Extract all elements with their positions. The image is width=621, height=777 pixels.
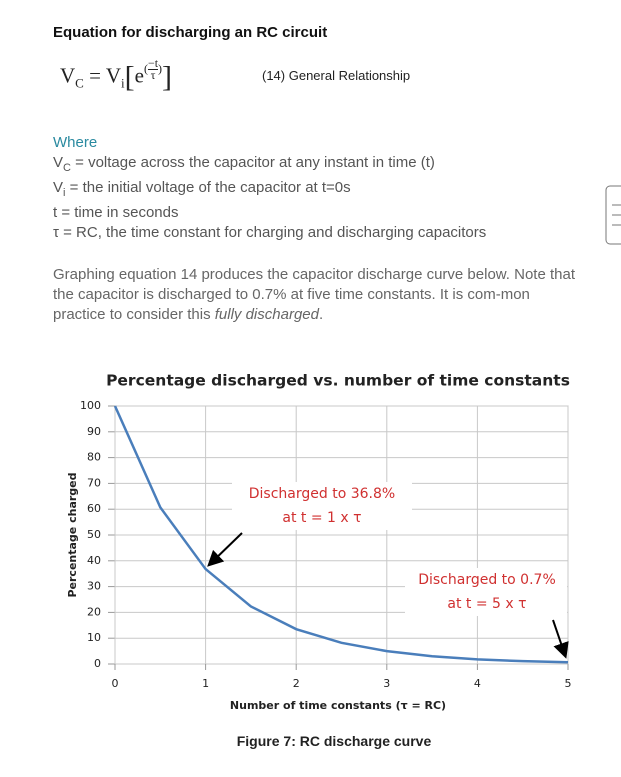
- definition: = voltage across the capacitor at any in…: [70, 154, 435, 171]
- line: [113, 405, 569, 664]
- y-tick-label: 40: [87, 554, 101, 567]
- eq-sub: C: [75, 75, 84, 91]
- definition: = time in seconds: [57, 204, 179, 221]
- subscript: i: [63, 187, 66, 199]
- x-tick-label: 3: [383, 677, 390, 690]
- annotation: Discharged to 0.7%: [418, 572, 556, 588]
- eq-sign: =: [89, 63, 101, 88]
- annotation-box: [405, 568, 567, 616]
- y-axis-label: Percentage charged: [66, 472, 79, 597]
- annotation: Discharged to 36.8%: [249, 486, 395, 502]
- chart-title: Percentage discharged vs. number of time…: [106, 372, 570, 390]
- symbol: t: [53, 204, 58, 221]
- y-tick-label: 80: [87, 451, 101, 464]
- x-tick-label: 2: [293, 677, 300, 690]
- eq-symbol: V: [105, 63, 121, 88]
- x-axis-label: Number of time constants (τ = RC): [230, 699, 446, 712]
- where-item: VC = voltage across the capacitor at any…: [53, 153, 486, 178]
- definition: = RC, the time constant for charging and…: [58, 224, 487, 241]
- y-tick-label: 60: [87, 502, 101, 515]
- y-tick-label: 50: [87, 528, 101, 541]
- eq-base: e: [134, 63, 144, 88]
- eq-symbol: V: [60, 63, 76, 88]
- equation: VC = Vi[e(−t τ)]: [60, 56, 173, 94]
- y-tick-label: 10: [87, 631, 101, 644]
- title: Equation for discharging an RC circuit: [53, 24, 328, 41]
- x-tick-label: 0: [112, 677, 119, 690]
- paragraph-text: Graphing equation 14 produces the capaci…: [53, 266, 575, 323]
- eq-num: −t: [147, 56, 159, 70]
- subscript: C: [63, 162, 71, 174]
- definition: = the initial voltage of the capacitor a…: [65, 179, 351, 196]
- symbol: V: [53, 154, 64, 171]
- annotation-box: [232, 482, 412, 530]
- where-list: VC = voltage across the capacitor at any…: [53, 153, 486, 243]
- symbol: V: [53, 179, 64, 196]
- paragraph-end: .: [318, 306, 324, 323]
- annotation: at t = 1 x τ: [282, 510, 361, 526]
- paragraph: Graphing equation 14 produces the capaci…: [53, 265, 578, 325]
- eq-sub: i: [120, 75, 125, 91]
- where-item: τ = RC, the time constant for charging a…: [53, 223, 486, 243]
- x-tick-label: 1: [202, 677, 209, 690]
- where-item: t = time in seconds: [53, 203, 486, 223]
- y-tick-label: 100: [80, 399, 101, 412]
- arrow: [552, 619, 569, 659]
- paragraph-italic: fully discharged: [214, 306, 319, 323]
- y-tick-label: 30: [87, 580, 101, 593]
- x-tick-label: 5: [565, 677, 572, 690]
- y-tick-label: 0: [94, 657, 101, 670]
- where-item: Vi = the initial voltage of the capacito…: [53, 178, 486, 203]
- y-tick-label: 70: [87, 476, 101, 489]
- where-heading: Where: [53, 134, 98, 151]
- caption: Figure 7: RC discharge curve: [236, 733, 432, 749]
- x-tick-label: 4: [474, 677, 481, 690]
- y-tick-label: 90: [87, 425, 101, 438]
- annotation: at t = 5 x τ: [447, 596, 526, 612]
- eq-den: τ: [150, 68, 156, 82]
- y-tick-label: 20: [87, 605, 101, 618]
- symbol: τ: [53, 224, 59, 241]
- equation-label: (14) General Relationship: [262, 68, 411, 83]
- arrow: [207, 532, 243, 567]
